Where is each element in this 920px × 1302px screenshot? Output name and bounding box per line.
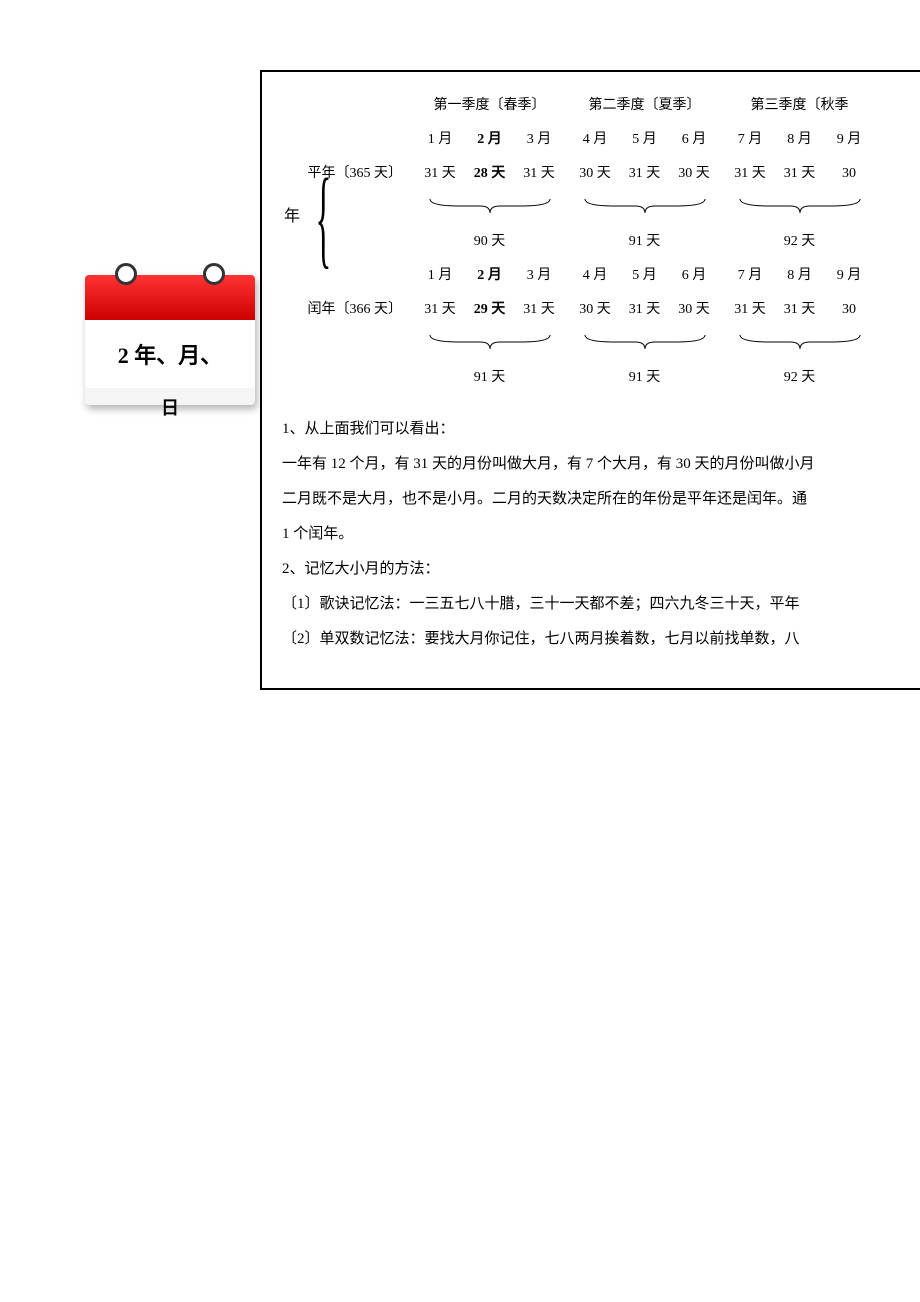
para-5: 2、记忆大小月的方法： xyxy=(282,553,920,586)
text-section: 1、从上面我们可以看出： 一年有 12 个月，有 31 天的月份叫做大月，有 7… xyxy=(272,413,920,656)
calendar-ring-left xyxy=(115,263,137,285)
m5: 5 月 xyxy=(622,128,668,148)
pingnian-d8: 31 天 xyxy=(777,162,823,182)
calendar-table: 第一季度〔春季〕 第二季度〔夏季〕 第三季度〔秋季 1 月 2 月 3 月 4 … xyxy=(272,92,920,388)
q1-months-2: 1 月 2 月 3 月 xyxy=(412,264,567,284)
m6: 6 月 xyxy=(671,128,717,148)
m2b: 2 月 xyxy=(467,264,513,284)
m3b: 3 月 xyxy=(516,264,562,284)
runnian-q2-total: 91 天 xyxy=(567,366,722,386)
para-3: 二月既不是大月，也不是小月。二月的天数决定所在的年份是平年还是闰年。通 xyxy=(282,483,920,516)
runnian-d5: 31 天 xyxy=(622,298,668,318)
q2-months-2: 4 月 5 月 6 月 xyxy=(567,264,722,284)
calendar-ring-right xyxy=(203,263,225,285)
m2: 2 月 xyxy=(467,128,513,148)
brace-pingnian-q1 xyxy=(412,197,567,215)
pingnian-q2-total: 91 天 xyxy=(567,230,722,250)
pingnian-days-row: 平年〔365 天〕 31 天 28 天 31 天 30 天 31 天 30 天 … xyxy=(272,160,920,184)
m9b: 9 月 xyxy=(826,264,872,284)
runnian-days-row: 闰年〔366 天〕 31 天 29 天 31 天 30 天 31 天 30 天 … xyxy=(272,296,920,320)
m6b: 6 月 xyxy=(671,264,717,284)
calendar-icon: 2 年、月、 日 xyxy=(85,275,255,405)
pingnian-q1-total: 90 天 xyxy=(412,230,567,250)
pingnian-q3-total: 92 天 xyxy=(722,230,877,250)
pingnian-d4: 30 天 xyxy=(572,162,618,182)
runnian-label: 闰年〔366 天〕 xyxy=(272,298,412,318)
para-7: 〔2〕单双数记忆法：要找大月你记住，七八两月挨着数，七月以前找单数，八 xyxy=(282,623,920,656)
brace-runnian-q2 xyxy=(567,333,722,351)
brace-row-2 xyxy=(272,330,920,354)
q3-months: 7 月 8 月 9 月 xyxy=(722,128,877,148)
m7: 7 月 xyxy=(727,128,773,148)
m8b: 8 月 xyxy=(777,264,823,284)
runnian-d8: 31 天 xyxy=(777,298,823,318)
main-content-box: 年 { 第一季度〔春季〕 第二季度〔夏季〕 第三季度〔秋季 1 月 2 月 3 … xyxy=(260,70,920,690)
pingnian-q2-days: 30 天 31 天 30 天 xyxy=(567,162,722,182)
q2-header: 第二季度〔夏季〕 xyxy=(567,94,722,114)
pingnian-d2: 28 天 xyxy=(467,162,513,182)
runnian-totals-row: 91 天 91 天 92 天 xyxy=(272,364,920,388)
brace-pingnian-q2 xyxy=(567,197,722,215)
calendar-title: 2 年、月、 xyxy=(85,320,255,388)
runnian-q3-total: 92 天 xyxy=(722,366,877,386)
runnian-d9: 30 xyxy=(826,302,872,318)
year-label: 年 xyxy=(277,202,307,226)
q3-header: 第三季度〔秋季 xyxy=(722,94,877,114)
brace-year: { xyxy=(315,162,331,272)
runnian-d2: 29 天 xyxy=(467,298,513,318)
month-header-row-1: 1 月 2 月 3 月 4 月 5 月 6 月 7 月 8 月 9 月 xyxy=(272,126,920,150)
m7b: 7 月 xyxy=(727,264,773,284)
m4: 4 月 xyxy=(572,128,618,148)
m9: 9 月 xyxy=(826,128,872,148)
m5b: 5 月 xyxy=(622,264,668,284)
runnian-d6: 30 天 xyxy=(671,298,717,318)
runnian-q3-days: 31 天 31 天 30 xyxy=(722,298,877,318)
q2-months: 4 月 5 月 6 月 xyxy=(567,128,722,148)
pingnian-d3: 31 天 xyxy=(516,162,562,182)
q1-months: 1 月 2 月 3 月 xyxy=(412,128,567,148)
para-6: 〔1〕歌诀记忆法：一三五七八十腊，三十一天都不差；四六九冬三十天，平年 xyxy=(282,588,920,621)
brace-runnian-q3 xyxy=(722,333,877,351)
brace-pingnian-q3 xyxy=(722,197,877,215)
pingnian-totals-row: 90 天 91 天 92 天 xyxy=(272,228,920,252)
q3-months-2: 7 月 8 月 9 月 xyxy=(722,264,877,284)
pingnian-d1: 31 天 xyxy=(417,162,463,182)
runnian-q1-total: 91 天 xyxy=(412,366,567,386)
m8: 8 月 xyxy=(777,128,823,148)
runnian-d7: 31 天 xyxy=(727,298,773,318)
quarter-header-row: 第一季度〔春季〕 第二季度〔夏季〕 第三季度〔秋季 xyxy=(272,92,920,116)
pingnian-label: 平年〔365 天〕 xyxy=(272,162,412,182)
calendar-subtitle: 日 xyxy=(161,394,179,420)
m1b: 1 月 xyxy=(417,264,463,284)
pingnian-d5: 31 天 xyxy=(622,162,668,182)
m4b: 4 月 xyxy=(572,264,618,284)
q1-header: 第一季度〔春季〕 xyxy=(412,94,567,114)
runnian-q2-days: 30 天 31 天 30 天 xyxy=(567,298,722,318)
para-4: 1 个闰年。 xyxy=(282,518,920,551)
brace-row-1 xyxy=(272,194,920,218)
calendar-header xyxy=(85,275,255,320)
runnian-d1: 31 天 xyxy=(417,298,463,318)
pingnian-d7: 31 天 xyxy=(727,162,773,182)
pingnian-q1-days: 31 天 28 天 31 天 xyxy=(412,162,567,182)
pingnian-d9: 30 xyxy=(826,166,872,182)
pingnian-d6: 30 天 xyxy=(671,162,717,182)
para-2: 一年有 12 个月，有 31 天的月份叫做大月，有 7 个大月，有 30 天的月… xyxy=(282,448,920,481)
runnian-q1-days: 31 天 29 天 31 天 xyxy=(412,298,567,318)
pingnian-q3-days: 31 天 31 天 30 xyxy=(722,162,877,182)
brace-runnian-q1 xyxy=(412,333,567,351)
m1: 1 月 xyxy=(417,128,463,148)
runnian-d4: 30 天 xyxy=(572,298,618,318)
runnian-d3: 31 天 xyxy=(516,298,562,318)
para-1: 1、从上面我们可以看出： xyxy=(282,413,920,446)
m3: 3 月 xyxy=(516,128,562,148)
month-header-row-2: 1 月 2 月 3 月 4 月 5 月 6 月 7 月 8 月 9 月 xyxy=(272,262,920,286)
